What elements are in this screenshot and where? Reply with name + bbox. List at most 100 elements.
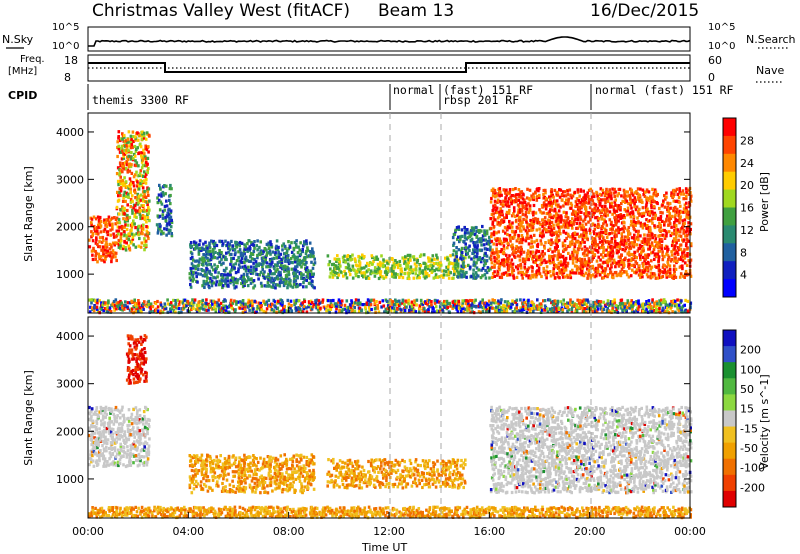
- heatmap-cell: [309, 255, 312, 259]
- heatmap-cell: [168, 220, 171, 224]
- heatmap-cell: [381, 275, 384, 279]
- heatmap-cell: [230, 276, 234, 280]
- heatmap-cell: [280, 276, 283, 280]
- heatmap-cell: [648, 212, 651, 216]
- heatmap-cell: [486, 239, 490, 244]
- heatmap-cell: [94, 254, 97, 258]
- heatmap-cell: [253, 299, 256, 303]
- heatmap-cell: [129, 197, 133, 202]
- heatmap-cell: [250, 299, 254, 303]
- heatmap-cell: [116, 179, 120, 183]
- heatmap-cell: [597, 197, 601, 201]
- heatmap-cell: [521, 276, 524, 280]
- heatmap-cell: [619, 216, 622, 220]
- heatmap-cell: [454, 263, 457, 267]
- heatmap-cell: [208, 304, 212, 308]
- heatmap-cell: [633, 240, 636, 244]
- heatmap-cell: [231, 301, 235, 305]
- heatmap-cell: [446, 257, 449, 261]
- heatmap-cell: [616, 242, 619, 246]
- heatmap-cell: [490, 212, 494, 217]
- heatmap-cell: [142, 307, 145, 311]
- heatmap-cell: [511, 187, 515, 192]
- heatmap-cell: [235, 302, 238, 306]
- heatmap-cell: [527, 298, 530, 302]
- heatmap-cell: [311, 247, 314, 251]
- heatmap-cell: [195, 259, 199, 263]
- heatmap-cell: [543, 258, 546, 262]
- heatmap-cell: [310, 272, 314, 276]
- heatmap-cell: [168, 198, 171, 202]
- heatmap-cell: [581, 260, 584, 265]
- heatmap-cell: [189, 241, 193, 245]
- heatmap-cell: [125, 217, 128, 221]
- heatmap-cell: [96, 242, 99, 247]
- heatmap-cell: [683, 275, 686, 279]
- heatmap-cell: [145, 157, 148, 161]
- heatmap-cell: [203, 257, 206, 261]
- heatmap-cell: [611, 261, 615, 265]
- heatmap-cell: [322, 305, 326, 309]
- heatmap-cell: [556, 190, 559, 194]
- heatmap-cell: [99, 219, 103, 223]
- heatmap-cell: [676, 192, 680, 196]
- heatmap-cell: [522, 225, 525, 229]
- heatmap-cell: [489, 200, 493, 204]
- heatmap-cell: [358, 270, 362, 274]
- heatmap-cell: [448, 261, 452, 265]
- heatmap-cell: [485, 232, 489, 236]
- heatmap-cell: [243, 264, 247, 268]
- heatmap-cell: [615, 220, 618, 224]
- heatmap-cell: [632, 236, 636, 240]
- heatmap-cell: [434, 275, 437, 279]
- heatmap-cell: [360, 308, 364, 312]
- heatmap-cell: [276, 299, 280, 303]
- heatmap-cell: [136, 228, 140, 232]
- heatmap-cell: [566, 261, 570, 265]
- heatmap-cell: [616, 194, 619, 198]
- heatmap-cell: [192, 306, 195, 310]
- heatmap-cell: [358, 306, 362, 310]
- heatmap-cell: [649, 195, 652, 199]
- heatmap-cell: [628, 193, 632, 197]
- heatmap-cell: [552, 214, 556, 218]
- heatmap-cell: [552, 309, 556, 314]
- heatmap-cell: [219, 301, 223, 305]
- heatmap-cell: [367, 268, 370, 272]
- heatmap-cell: [472, 260, 476, 264]
- heatmap-cell: [154, 301, 158, 305]
- heatmap-cell: [678, 275, 682, 279]
- heatmap-cell: [472, 274, 476, 278]
- heatmap-cell: [511, 246, 515, 250]
- heatmap-cell: [499, 242, 502, 246]
- heatmap-cell: [573, 231, 577, 235]
- heatmap-cell: [123, 225, 126, 229]
- heatmap-cell: [604, 211, 607, 215]
- heatmap-cell: [673, 225, 676, 229]
- heatmap-cell: [604, 200, 607, 205]
- heatmap-cell: [311, 305, 315, 309]
- heatmap-cell: [239, 276, 242, 280]
- heatmap-cell: [586, 251, 590, 255]
- heatmap-cell: [562, 229, 565, 233]
- heatmap-cell: [519, 238, 523, 242]
- heatmap-cell: [419, 253, 423, 257]
- heatmap-cell: [601, 243, 604, 248]
- heatmap-cell: [147, 150, 150, 154]
- heatmap-cell: [591, 264, 595, 268]
- heatmap-cell: [343, 303, 347, 307]
- heatmap-cell: [605, 253, 609, 257]
- heatmap-cell: [678, 221, 681, 225]
- heatmap-cell: [659, 225, 662, 229]
- heatmap-cell: [520, 308, 524, 312]
- heatmap-cell: [565, 225, 568, 229]
- heatmap-cell: [457, 302, 461, 306]
- heatmap-cell: [392, 272, 396, 276]
- heatmap-cell: [419, 298, 423, 302]
- heatmap-cell: [386, 270, 389, 274]
- heatmap-cell: [575, 309, 579, 313]
- heatmap-cell: [245, 279, 248, 283]
- heatmap-cell: [134, 164, 138, 168]
- heatmap-cell: [658, 249, 662, 253]
- heatmap-cell: [682, 224, 685, 228]
